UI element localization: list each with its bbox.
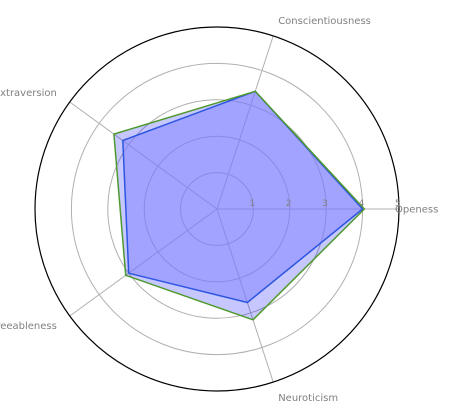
axis-label-neuroticism: Neuroticism <box>278 393 338 404</box>
series-1-polygon <box>113 90 366 321</box>
outer-circle <box>34 26 400 392</box>
series-layer <box>113 90 366 321</box>
tick-label-3: 3 <box>322 199 328 209</box>
axis-label-extraversion: Extraversion <box>0 88 57 99</box>
tick-label-5: 5 <box>395 199 401 209</box>
tick-label-2: 2 <box>286 199 292 209</box>
axis-label-openess: Openess <box>395 205 438 216</box>
axis-label-conscientiousness: Conscientiousness <box>278 16 371 27</box>
axis-label-agreeableness: Agreeableness <box>0 321 57 332</box>
tick-label-1: 1 <box>249 199 255 209</box>
tick-label-4: 4 <box>359 199 365 209</box>
